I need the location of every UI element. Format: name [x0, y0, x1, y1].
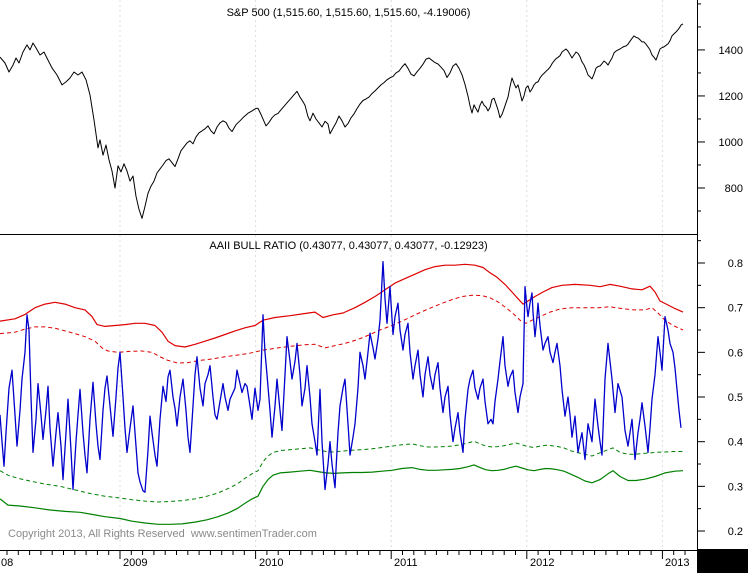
y-tick-label: 1400	[719, 45, 743, 57]
year-label: 2013	[665, 557, 689, 569]
y-tick-label: 0.2	[728, 526, 743, 538]
aaii-bull-ratio-panel-title: AAII BULL RATIO (0.43077, 0.43077, 0.430…	[209, 240, 488, 252]
y-tick-label: 0.8	[728, 258, 743, 270]
y-tick-label: 0.7	[728, 303, 743, 315]
year-label: 2010	[259, 557, 283, 569]
y-tick-label: 0.4	[728, 437, 743, 449]
y-tick-label: 800	[725, 183, 743, 195]
y-tick-label: 1000	[719, 137, 743, 149]
y-tick-label: 1200	[719, 91, 743, 103]
y-tick-label: 0.3	[728, 481, 743, 493]
series-aaii-bull-ratio	[0, 261, 682, 493]
series-upper-band	[0, 263, 684, 348]
copyright-text: Copyright 2013, All Rights Reserved www.…	[8, 528, 317, 540]
y-tick-label: 0.6	[728, 347, 743, 359]
series-lower-band	[0, 464, 684, 525]
black-box	[697, 549, 748, 573]
y-tick-label: 0.5	[728, 392, 743, 404]
year-label: 2009	[123, 557, 147, 569]
series-lower-band-smoothed	[0, 440, 683, 503]
series-upper-band-smoothed	[0, 294, 684, 364]
sp500-panel-title: S&P 500 (1,515.60, 1,515.60, 1,515.60, -…	[226, 7, 471, 19]
year-label: 2011	[394, 557, 418, 569]
year-label: 2012	[530, 557, 554, 569]
series-s-p-500	[0, 23, 684, 219]
year-label: 08	[1, 557, 13, 569]
